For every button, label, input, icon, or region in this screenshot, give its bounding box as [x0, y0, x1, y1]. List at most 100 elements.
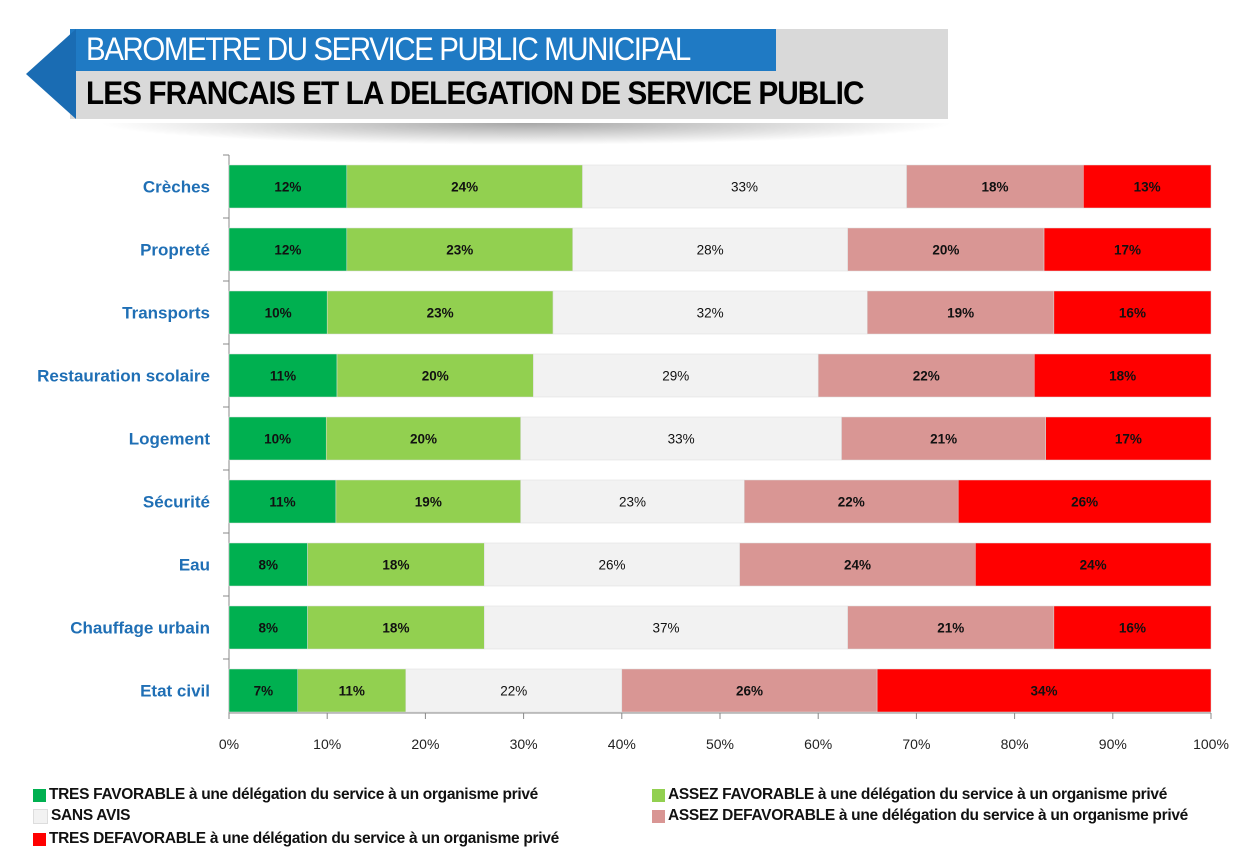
category-label: Propreté — [140, 241, 210, 260]
bar-segment — [520, 479, 745, 524]
data-label: 29% — [662, 369, 689, 384]
bar-segment — [228, 668, 298, 713]
bar-segment — [572, 227, 848, 272]
legend-item: ASSEZ FAVORABLE à une délégation du serv… — [652, 786, 1167, 804]
data-label: 12% — [274, 180, 301, 195]
bar-segment — [847, 227, 1045, 272]
x-tick-label: 30% — [510, 736, 538, 752]
category-label: Logement — [129, 430, 211, 449]
legend-swatch — [652, 788, 665, 802]
x-tick-label: 60% — [804, 736, 832, 752]
category-label: Transports — [122, 304, 210, 323]
legend-label: SANS AVIS — [51, 807, 131, 824]
banner-subtitle: LES FRANCAIS ET LA DELEGATION DE SERVICE… — [86, 75, 864, 111]
legend-label: ASSEZ FAVORABLE à une délégation du serv… — [668, 786, 1168, 803]
data-label: 21% — [930, 432, 957, 447]
banner-title: BAROMETRE DU SERVICE PUBLIC MUNICIPAL — [86, 31, 691, 67]
category-label: Sécurité — [143, 493, 210, 512]
banner: BAROMETRE DU SERVICE PUBLIC MUNICIPAL LE… — [26, 27, 956, 145]
data-label: 8% — [259, 558, 279, 573]
data-label: 10% — [264, 432, 291, 447]
data-label: 23% — [619, 495, 646, 510]
bar-segment — [228, 290, 328, 335]
bar-segment — [975, 542, 1212, 587]
legend-item: ASSEZ DEFAVORABLE à une délégation du se… — [652, 807, 1188, 825]
x-tick-label: 100% — [1193, 736, 1229, 752]
bar-segment — [533, 353, 819, 398]
data-label: 32% — [697, 306, 724, 321]
data-label: 17% — [1115, 432, 1142, 447]
bar-segment — [228, 416, 327, 461]
bar-segment — [876, 668, 1212, 713]
x-tick-label: 0% — [219, 736, 239, 752]
x-tick-label: 20% — [411, 736, 439, 752]
bar-segment — [1045, 416, 1212, 461]
bar-segment — [582, 164, 907, 209]
legend-label: TRES FAVORABLE à une délégation du servi… — [49, 786, 538, 803]
bar-segment — [520, 416, 842, 461]
data-label: 33% — [731, 180, 758, 195]
bar-segment — [335, 479, 521, 524]
data-label: 18% — [1109, 369, 1136, 384]
banner-shadow — [96, 123, 956, 145]
legend-item: TRES FAVORABLE à une délégation du servi… — [33, 786, 538, 804]
bar-segment — [1053, 605, 1212, 650]
data-label: 24% — [1080, 558, 1107, 573]
data-label: 26% — [598, 558, 625, 573]
data-label: 20% — [932, 243, 959, 258]
bar-segment — [228, 479, 337, 524]
data-label: 11% — [339, 684, 365, 699]
data-label: 17% — [1114, 243, 1141, 258]
legend-swatch — [33, 832, 46, 846]
data-label: 19% — [415, 495, 442, 510]
data-label: 7% — [254, 684, 274, 699]
data-label: 21% — [937, 621, 964, 636]
legend-label: ASSEZ DEFAVORABLE à une délégation du se… — [668, 807, 1188, 824]
data-label: 37% — [652, 621, 679, 636]
bar-segment — [228, 227, 348, 272]
banner-blue-band — [70, 29, 776, 71]
bar-segment — [739, 542, 976, 587]
bar-segment — [621, 668, 878, 713]
category-label: Etat civil — [140, 682, 210, 701]
data-label: 26% — [736, 684, 763, 699]
bar-segment — [336, 353, 534, 398]
legend-label: TRES DEFAVORABLE à une délégation du ser… — [49, 830, 559, 847]
data-label: 34% — [1031, 684, 1058, 699]
legend-item: SANS AVIS — [33, 807, 130, 825]
legend-swatch — [33, 808, 48, 824]
bar-segment — [1083, 164, 1212, 209]
bar-segment — [307, 542, 485, 587]
bar-segment — [307, 605, 485, 650]
x-tick-label: 90% — [1099, 736, 1127, 752]
category-label: Restauration scolaire — [37, 367, 210, 386]
bar-segment — [817, 353, 1035, 398]
bar-segment — [346, 164, 583, 209]
data-label: 19% — [947, 306, 974, 321]
data-label: 20% — [422, 369, 449, 384]
data-label: 20% — [410, 432, 437, 447]
bar-segment — [405, 668, 623, 713]
bar-segment — [1043, 227, 1212, 272]
data-label: 22% — [838, 495, 865, 510]
bar-segment — [228, 353, 338, 398]
data-label: 26% — [1071, 495, 1098, 510]
x-tick-label: 80% — [1001, 736, 1029, 752]
bar-segment — [906, 164, 1084, 209]
data-label: 23% — [446, 243, 473, 258]
bar-segment — [1053, 290, 1212, 335]
data-label: 28% — [697, 243, 724, 258]
data-label: 13% — [1134, 180, 1161, 195]
bar-segment — [552, 290, 868, 335]
bar-segment — [484, 542, 740, 587]
bar-segment — [228, 542, 308, 587]
bar-segment — [326, 290, 554, 335]
data-label: 16% — [1119, 306, 1146, 321]
data-label: 24% — [844, 558, 871, 573]
data-label: 18% — [382, 558, 409, 573]
x-tick-label: 10% — [313, 736, 341, 752]
x-tick-label: 70% — [902, 736, 930, 752]
legend-item: TRES DEFAVORABLE à une délégation du ser… — [33, 830, 559, 848]
bar-segment — [744, 479, 959, 524]
